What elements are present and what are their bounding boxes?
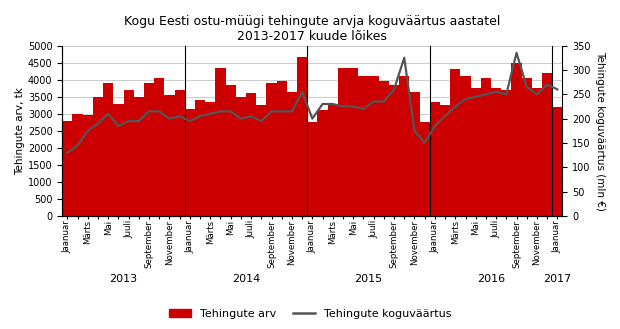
Bar (103, 83, 113, 216)
Bar (277, 81, 287, 216)
Bar (552, 107, 562, 216)
Bar (113, 104, 123, 216)
Bar (430, 102, 440, 216)
Bar (256, 105, 267, 216)
Bar (287, 91, 297, 216)
Bar (317, 110, 328, 216)
Bar (164, 95, 175, 216)
Bar (461, 76, 471, 216)
Legend: Tehingute arv, Tehingute koguväärtus: Tehingute arv, Tehingute koguväärtus (164, 305, 456, 323)
Bar (205, 102, 215, 216)
Bar (348, 68, 358, 216)
Text: 2016: 2016 (477, 274, 505, 284)
Bar (328, 104, 338, 216)
Bar (93, 97, 103, 216)
Bar (82, 115, 93, 216)
Bar (338, 68, 348, 216)
Bar (440, 105, 450, 216)
Bar (481, 78, 491, 216)
Bar (134, 97, 144, 216)
Bar (154, 78, 164, 216)
Text: 2013: 2013 (110, 274, 138, 284)
Title: Kogu Eesti ostu-müügi tehingute arvja koguväärtus aastatel
2013-2017 kuude lõike: Kogu Eesti ostu-müügi tehingute arvja ko… (124, 15, 500, 43)
Bar (409, 91, 420, 216)
Bar (521, 78, 532, 216)
Bar (246, 93, 256, 216)
Bar (399, 76, 409, 216)
Bar (175, 90, 185, 216)
Bar (450, 69, 461, 216)
Bar (471, 88, 481, 216)
Bar (542, 73, 552, 216)
Bar (62, 120, 73, 216)
Bar (123, 90, 134, 216)
Bar (144, 83, 154, 216)
Bar (379, 81, 389, 216)
Bar (389, 85, 399, 216)
Bar (215, 68, 226, 216)
Bar (368, 76, 379, 216)
Bar (236, 97, 246, 216)
Text: 2014: 2014 (232, 274, 260, 284)
Bar (185, 109, 195, 216)
Bar (267, 83, 277, 216)
Bar (420, 122, 430, 216)
Bar (501, 90, 512, 216)
Bar (532, 88, 542, 216)
Bar (308, 122, 317, 216)
Bar (73, 114, 82, 216)
Bar (226, 85, 236, 216)
Bar (491, 88, 501, 216)
Bar (195, 100, 205, 216)
Y-axis label: Tehingute koguväärtus (mln €): Tehingute koguväärtus (mln €) (595, 51, 605, 211)
Bar (512, 63, 521, 216)
Bar (297, 58, 308, 216)
Text: 2015: 2015 (355, 274, 383, 284)
Text: 2017: 2017 (543, 274, 572, 284)
Y-axis label: Tehingute arv, tk: Tehingute arv, tk (15, 87, 25, 175)
Bar (358, 76, 368, 216)
